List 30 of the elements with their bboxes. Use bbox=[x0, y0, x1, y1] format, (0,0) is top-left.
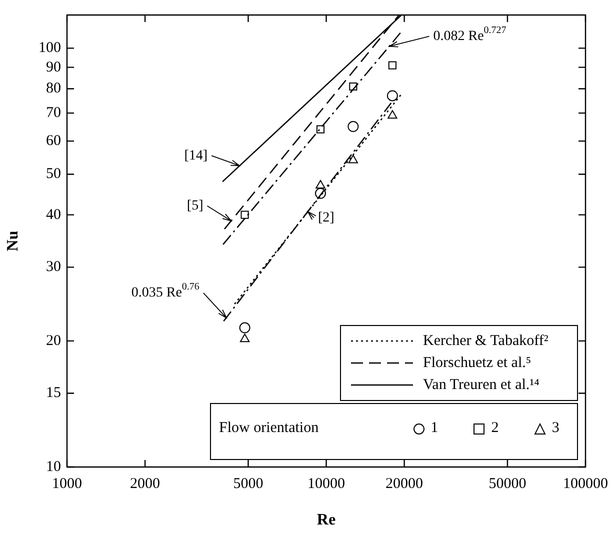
legend-label: Van Treuren et al.¹⁴ bbox=[423, 376, 540, 394]
x-tick-label: 1000 bbox=[52, 476, 82, 492]
y-tick-label: 70 bbox=[46, 104, 61, 121]
y-tick-label: 10 bbox=[46, 458, 61, 475]
y-tick-label: 100 bbox=[38, 40, 61, 56]
x-tick-label: 2000 bbox=[130, 476, 160, 492]
y-tick-label: 60 bbox=[46, 133, 61, 150]
legend-label: 2 bbox=[491, 420, 499, 437]
legend-title: Flow orientation bbox=[219, 420, 320, 437]
annotation: [14] bbox=[184, 148, 208, 164]
legend-label: 1 bbox=[430, 420, 438, 437]
x-tick-label: 5000 bbox=[233, 476, 264, 492]
x-tick-label: 20000 bbox=[386, 476, 424, 492]
x-tick-label: 50000 bbox=[488, 476, 526, 492]
legend-label: 3 bbox=[552, 420, 560, 437]
legend-label: Kercher & Tabakoff² bbox=[423, 332, 548, 350]
y-tick-label: 15 bbox=[46, 385, 61, 402]
y-tick-label: 50 bbox=[46, 166, 61, 182]
y-tick-label: 30 bbox=[46, 259, 61, 276]
y-tick-label: 20 bbox=[46, 332, 61, 349]
y-tick-label: 80 bbox=[46, 80, 61, 97]
x-axis-title: Re bbox=[316, 512, 336, 529]
y-tick-label: 90 bbox=[46, 59, 61, 76]
legend-label: Florschuetz et al.⁵ bbox=[423, 354, 532, 372]
x-tick-label: 10000 bbox=[308, 476, 345, 492]
annotation: [2] bbox=[318, 210, 334, 226]
y-tick-label: 40 bbox=[46, 206, 61, 223]
annotation: [5] bbox=[186, 198, 204, 214]
y-axis-title: Nu bbox=[4, 230, 22, 252]
x-tick-label: 100000 bbox=[563, 476, 608, 492]
